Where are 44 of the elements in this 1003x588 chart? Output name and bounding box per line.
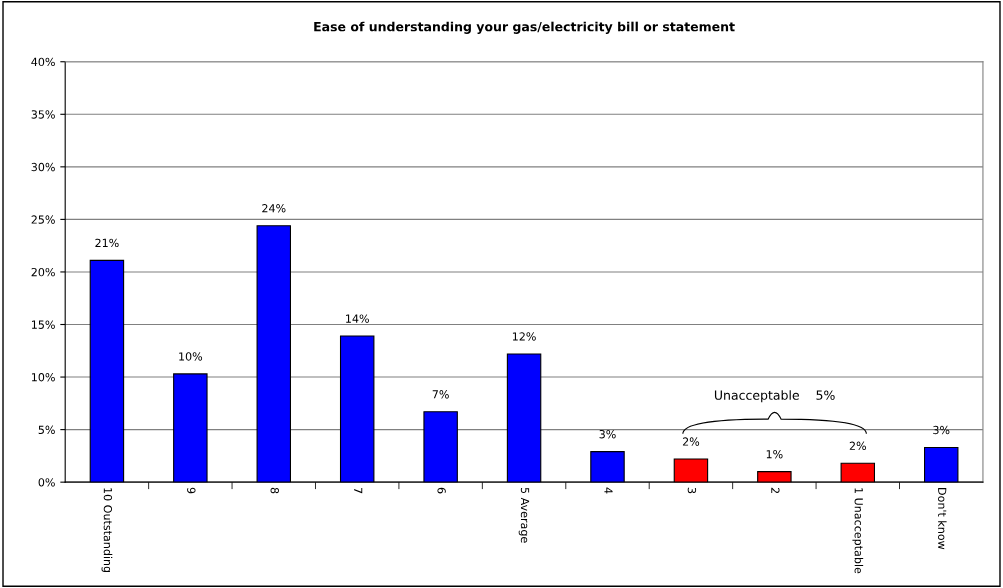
data-label: 2% (849, 441, 866, 450)
y-tick-label: 25% (31, 215, 55, 224)
x-tick-label: 6 (437, 487, 446, 494)
x-tick-label: 10 Outstanding (101, 488, 113, 573)
data-label: 2% (682, 437, 700, 446)
data-label: 24% (262, 204, 286, 213)
bar (840, 462, 876, 483)
x-tick-label: 8 (270, 487, 279, 494)
x-tick-label: 1 Unacceptable (852, 488, 864, 574)
bar (673, 458, 709, 483)
data-label: 12% (512, 332, 536, 341)
bar (590, 451, 625, 483)
data-label: 14% (346, 314, 369, 323)
chart-title: Ease of understanding your gas/electricity bill or statement (314, 21, 735, 34)
bar (423, 411, 458, 483)
x-tick-label: 7 (354, 487, 363, 494)
data-label: 7% (432, 390, 449, 399)
y-tick-label: 40% (31, 57, 55, 67)
data-label: 10% (179, 352, 203, 361)
x-tick-label: 4 (604, 487, 613, 494)
bar (339, 335, 375, 483)
x-tick-label: 9 (187, 487, 196, 494)
data-label: 3% (599, 430, 616, 439)
y-tick-label: 0% (38, 478, 55, 487)
y-tick-label: 30% (31, 162, 55, 172)
data-label: 1% (766, 449, 783, 459)
bar (89, 259, 125, 483)
bar (173, 373, 208, 483)
y-tick-label: 15% (32, 320, 55, 329)
x-tick-label: Don't know (938, 488, 947, 550)
bar (757, 471, 792, 483)
x-tick-label: 3 (687, 487, 697, 494)
data-label: 3% (933, 425, 950, 435)
bar (923, 446, 959, 483)
bar (256, 225, 292, 483)
x-tick-label: 2 (771, 487, 780, 493)
data-label: 21% (95, 238, 119, 248)
y-tick-label: 35% (31, 110, 55, 119)
y-tick-label: 10% (32, 373, 55, 382)
bar (506, 353, 542, 483)
annotation: Unacceptable 5% (714, 390, 835, 403)
y-tick-label: 5% (38, 425, 55, 434)
x-tick-label: 5 Average (518, 487, 530, 543)
y-tick-label: 20% (31, 267, 55, 277)
